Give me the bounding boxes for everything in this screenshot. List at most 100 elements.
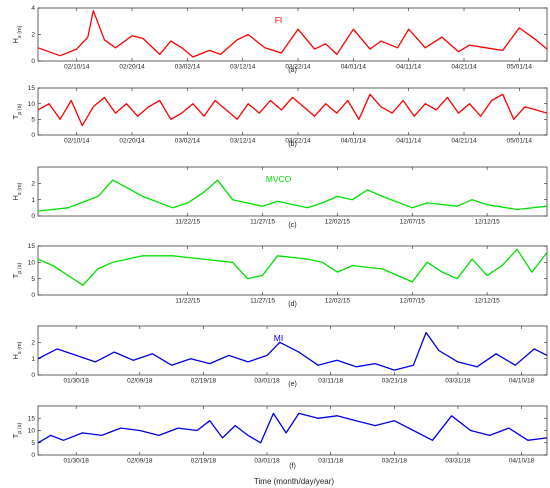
y-tick-label: 1 [31,356,35,363]
y-tick-label: 0 [31,452,35,459]
chart-panel: 0 1 2 01/30/18 02/09/18 02/19/18 03/01/18 03/11… [11,325,548,388]
x-tick-label: 12/07/15 [400,219,426,226]
y-tick-label: 0 [31,58,35,65]
y-tick-label: 10 [28,101,36,108]
panel-sublabel: (d) [288,301,297,308]
station-label: MVCO [266,174,292,184]
x-tick-label: 11/22/15 [175,298,200,305]
plot-frame [37,7,548,62]
x-tick-label: 02/10/14 [64,138,90,145]
x-tick-label: 02/09/18 [127,378,153,385]
x-tick-label: 04/21/14 [451,64,477,71]
panels-group: 0 2 4 02/10/14 02/20/14 03/02/14 03/12/14 03/22… [11,5,548,470]
x-tick-label: 12/12/15 [474,298,500,305]
panel-sublabel: (e) [288,381,297,388]
x-tick-label: 04/10/18 [509,458,535,465]
y-tick-label: 15 [28,85,36,92]
x-tick-label: 12/07/15 [400,298,426,305]
y-tick-label: 2 [31,340,35,347]
y-axis-label: Tp (s) [11,104,23,120]
x-tick-label: 03/22/14 [285,64,311,71]
x-tick-label: 12/02/15 [325,298,351,305]
panel-sublabel: (a) [288,67,297,74]
y-tick-label: 2 [31,181,35,188]
x-tick-label: 03/02/14 [175,64,201,71]
x-tick-label: 05/01/14 [507,138,533,145]
y-tick-label: 5 [31,276,35,283]
x-tick-label: 03/22/14 [285,138,311,145]
x-tick-label: 03/01/18 [254,378,280,385]
x-tick-label: 03/21/18 [382,378,408,385]
panel-sublabel: (b) [288,141,297,148]
y-tick-label: 5 [31,440,35,447]
plot-frame [37,87,548,136]
x-tick-label: 03/12/14 [230,138,256,145]
x-tick-label: 04/01/14 [341,138,367,145]
y-axis-label: Hs (m) [11,25,23,43]
y-tick-label: 15 [28,415,36,422]
data-series-line [37,331,548,371]
chart-panel: 0 1 2 11/22/15 11/27/15 12/02/15 12/07/15 12/12… [11,166,548,229]
x-tick-label: 04/11/14 [396,64,421,71]
x-tick-label: 04/11/14 [396,138,421,145]
plot-frame [37,166,548,217]
panel-sublabel: (f) [289,463,296,470]
x-tick-label: 03/11/18 [318,378,343,385]
y-tick-label: 2 [31,32,35,39]
x-tick-label: 02/20/14 [119,64,145,71]
x-tick-label: 03/31/18 [445,458,471,465]
x-tick-label: 03/12/14 [230,64,256,71]
y-tick-label: 10 [28,260,36,267]
chart-panel: 0 5 10 15 02/10/14 02/20/14 03/02/14 03/12/14 03… [11,85,548,148]
x-tick-label: 03/21/18 [382,458,408,465]
x-tick-label: 12/12/15 [474,219,500,226]
x-tick-label: 02/09/18 [127,458,153,465]
x-tick-label: 03/31/18 [445,378,471,385]
x-tick-label: 03/01/18 [254,458,280,465]
data-series-line [37,412,548,444]
y-tick-label: 0 [31,213,35,220]
y-axis-label: Hs (m) [11,341,23,359]
y-axis-label: Tp (s) [11,263,23,279]
x-tick-label: 12/02/15 [325,219,351,226]
station-label: FI [275,15,283,25]
y-axis-label: Tp (s) [11,423,23,439]
y-tick-label: 0 [31,132,35,139]
y-tick-label: 10 [28,428,36,435]
figure-x-axis-label: Time (month/day/year) [254,477,335,486]
chart-panel: 0 5 10 15 11/22/15 11/27/15 12/02/15 12/07/15 12… [11,243,548,308]
x-tick-label: 02/19/18 [191,378,217,385]
plot-frame [37,325,548,376]
x-tick-label: 03/02/14 [175,138,201,145]
y-tick-label: 1 [31,197,35,204]
x-tick-label: 01/30/18 [64,458,90,465]
x-tick-label: 11/27/15 [250,298,275,305]
x-tick-label: 02/19/18 [191,458,217,465]
y-tick-label: 5 [31,117,35,124]
chart-panel: 0 5 10 15 01/30/18 02/09/18 02/19/18 03/01/18 03… [11,405,548,470]
y-tick-label: 15 [28,243,36,250]
data-series-line [37,179,548,212]
y-tick-label: 4 [31,5,35,12]
data-series-line [37,93,548,127]
chart-panel: 0 2 4 02/10/14 02/20/14 03/02/14 03/12/14 03/22… [11,5,548,74]
x-tick-label: 05/01/14 [507,64,533,71]
x-tick-label: 11/22/15 [175,219,200,226]
data-series-line [37,248,548,286]
x-tick-label: 02/20/14 [119,138,145,145]
x-tick-label: 04/01/14 [341,64,367,71]
panel-sublabel: (c) [288,222,296,229]
data-series-line [37,10,548,58]
x-tick-label: 11/27/15 [250,219,275,226]
plot-frame [37,245,548,296]
y-tick-label: 0 [31,372,35,379]
x-tick-label: 01/30/18 [64,378,90,385]
x-tick-label: 04/10/18 [509,378,535,385]
x-tick-label: 02/10/14 [64,64,90,71]
y-tick-label: 0 [31,292,35,299]
x-tick-label: 04/21/14 [451,138,477,145]
station-label: MI [274,333,283,343]
y-axis-label: Hs (m) [11,182,23,200]
x-tick-label: 03/11/18 [318,458,343,465]
